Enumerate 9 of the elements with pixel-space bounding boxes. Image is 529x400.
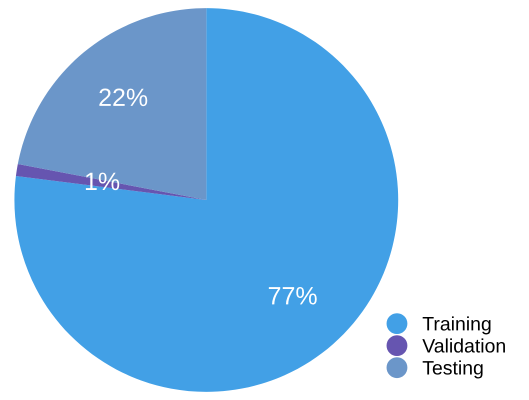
- pie-slice: [16, 164, 206, 200]
- data-label: 1%: [86, 172, 120, 190]
- legend-label: Testing: [422, 360, 483, 378]
- legend-label: Validation: [422, 338, 505, 353]
- legend-label: Training: [422, 316, 491, 334]
- pie-slice: [14, 8, 398, 392]
- pie-slice: [18, 8, 206, 200]
- data-label: 22%: [99, 88, 148, 106]
- data-label: 77%: [268, 286, 317, 304]
